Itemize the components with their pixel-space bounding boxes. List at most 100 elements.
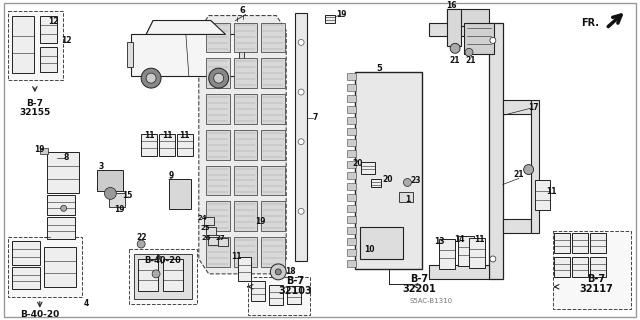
Bar: [554, 233, 570, 253]
Bar: [554, 231, 631, 309]
Bar: [447, 9, 489, 27]
Bar: [429, 265, 489, 279]
Text: 12: 12: [61, 36, 72, 45]
Bar: [47, 152, 79, 193]
Text: 11: 11: [144, 131, 154, 140]
Text: 16: 16: [446, 1, 456, 10]
Bar: [347, 95, 356, 102]
Text: 11: 11: [162, 131, 172, 140]
Bar: [347, 183, 356, 190]
Bar: [234, 94, 257, 124]
Text: 25: 25: [200, 225, 209, 231]
Bar: [590, 233, 606, 253]
Circle shape: [214, 73, 223, 83]
Bar: [205, 201, 230, 231]
Bar: [261, 237, 285, 267]
Bar: [447, 9, 461, 46]
Bar: [12, 16, 34, 73]
Bar: [134, 254, 192, 299]
Bar: [347, 117, 356, 124]
Bar: [248, 277, 310, 315]
Bar: [572, 257, 588, 277]
Text: 1: 1: [405, 195, 410, 204]
Circle shape: [298, 89, 304, 95]
Text: 26: 26: [202, 235, 211, 241]
Text: 11: 11: [474, 235, 484, 244]
Circle shape: [275, 269, 281, 275]
Text: 32155: 32155: [19, 108, 51, 117]
Bar: [237, 257, 252, 281]
Text: 24: 24: [198, 215, 207, 221]
Text: 13: 13: [434, 236, 444, 245]
Text: 18: 18: [285, 268, 296, 276]
Bar: [572, 233, 588, 253]
Bar: [361, 162, 374, 173]
Text: 4: 4: [84, 299, 89, 308]
Bar: [261, 130, 285, 160]
Bar: [131, 35, 241, 76]
Bar: [347, 150, 356, 157]
Text: 32117: 32117: [579, 284, 613, 294]
Bar: [8, 237, 81, 297]
Circle shape: [298, 208, 304, 214]
Bar: [464, 22, 494, 54]
Bar: [205, 227, 216, 235]
Bar: [347, 139, 356, 146]
Bar: [399, 192, 413, 202]
Bar: [469, 238, 485, 268]
Bar: [159, 134, 175, 156]
Text: 20: 20: [382, 175, 393, 184]
Bar: [554, 257, 570, 277]
Bar: [295, 12, 307, 261]
Bar: [360, 227, 403, 259]
Bar: [44, 247, 76, 287]
Bar: [234, 130, 257, 160]
Circle shape: [146, 73, 156, 83]
Bar: [234, 58, 257, 88]
Text: 21: 21: [466, 56, 476, 65]
Bar: [458, 236, 474, 266]
Bar: [347, 194, 356, 201]
Circle shape: [152, 270, 160, 278]
Text: 15: 15: [122, 191, 132, 200]
Bar: [177, 134, 193, 156]
Text: 5: 5: [377, 64, 383, 73]
Text: 17: 17: [528, 103, 539, 112]
Bar: [355, 72, 422, 269]
Text: B-7: B-7: [410, 274, 428, 284]
Text: 11: 11: [231, 252, 242, 261]
Circle shape: [137, 240, 145, 248]
Bar: [141, 134, 157, 156]
Bar: [40, 16, 57, 44]
Circle shape: [490, 37, 496, 44]
Bar: [169, 180, 191, 209]
Bar: [325, 14, 335, 22]
Bar: [261, 165, 285, 196]
Circle shape: [524, 164, 534, 174]
Bar: [205, 58, 230, 88]
Bar: [261, 94, 285, 124]
Circle shape: [61, 205, 67, 211]
Text: 19: 19: [114, 205, 125, 214]
Text: B-7: B-7: [587, 274, 605, 284]
Text: 21: 21: [513, 170, 524, 179]
Text: B-40-20: B-40-20: [145, 256, 182, 266]
Bar: [218, 238, 228, 246]
Text: 23: 23: [410, 176, 420, 185]
Bar: [8, 11, 63, 80]
Bar: [503, 100, 531, 114]
Bar: [12, 267, 40, 289]
Bar: [205, 130, 230, 160]
Bar: [347, 260, 356, 267]
Bar: [371, 180, 381, 188]
Text: 19: 19: [35, 145, 45, 154]
Bar: [234, 165, 257, 196]
Text: 21: 21: [450, 56, 460, 65]
Bar: [347, 216, 356, 223]
Bar: [287, 286, 301, 304]
Bar: [590, 257, 606, 277]
Bar: [347, 205, 356, 212]
Text: 8: 8: [64, 153, 69, 162]
Text: B-40-20: B-40-20: [20, 310, 60, 319]
Text: 22: 22: [136, 233, 147, 242]
